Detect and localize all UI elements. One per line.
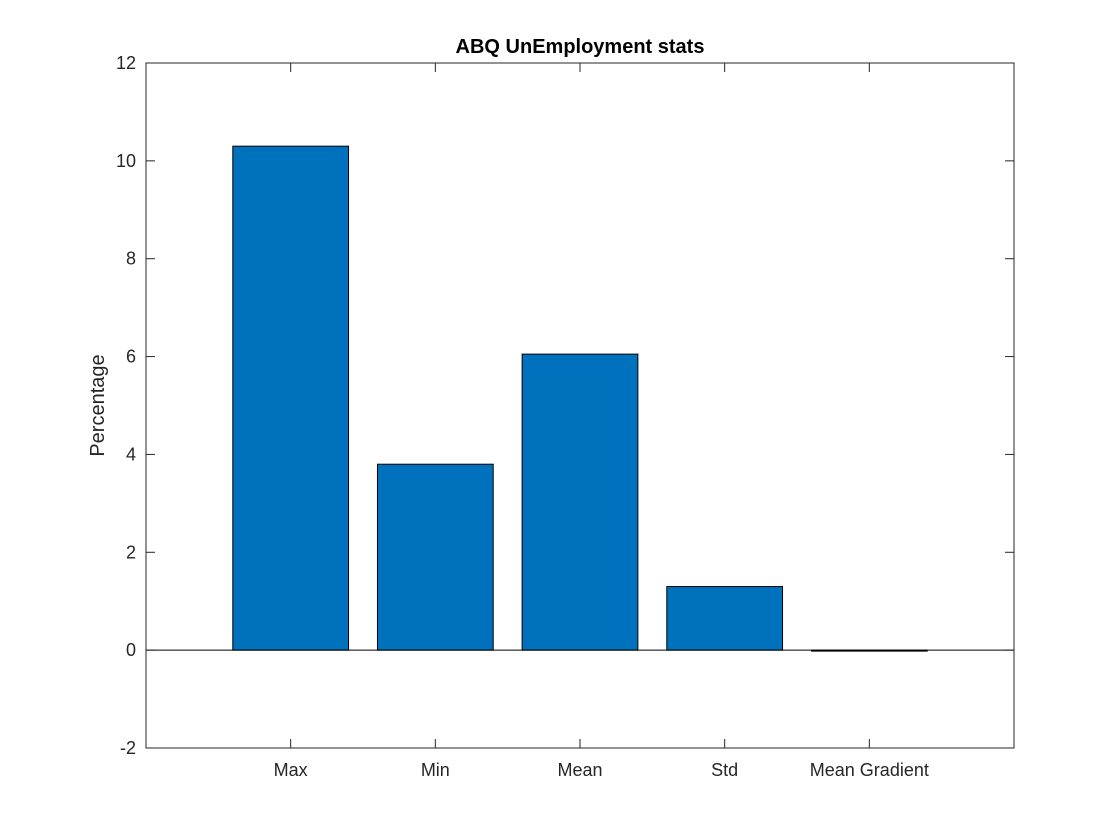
- y-tick-label: 6: [126, 347, 136, 367]
- y-tick-label: -2: [120, 738, 136, 758]
- bar-min: [376, 463, 494, 651]
- bar-max: [232, 145, 350, 651]
- x-tick-label: Mean: [557, 760, 602, 780]
- x-tick-label: Mean Gradient: [810, 760, 929, 780]
- y-tick-label: 8: [126, 249, 136, 269]
- y-ticks-group: -2 0 2 4 6 8 10 12: [116, 53, 1014, 758]
- bar-std: [666, 586, 784, 651]
- x-ticks-group: Max Min Mean Std Mean Gradient: [274, 63, 929, 780]
- x-tick-label: Std: [711, 760, 738, 780]
- x-tick-label: Max: [274, 760, 308, 780]
- y-tick-label: 2: [126, 542, 136, 562]
- y-tick-label: 10: [116, 151, 136, 171]
- chart-title: ABQ UnEmployment stats: [456, 36, 705, 58]
- y-axis-label: Percentage: [87, 354, 109, 456]
- bar-mean: [521, 353, 639, 651]
- x-tick-label: Min: [421, 760, 450, 780]
- y-tick-label: 0: [126, 640, 136, 660]
- y-tick-label: 12: [116, 53, 136, 73]
- bars-group: [232, 145, 928, 652]
- y-tick-label: 4: [126, 444, 136, 464]
